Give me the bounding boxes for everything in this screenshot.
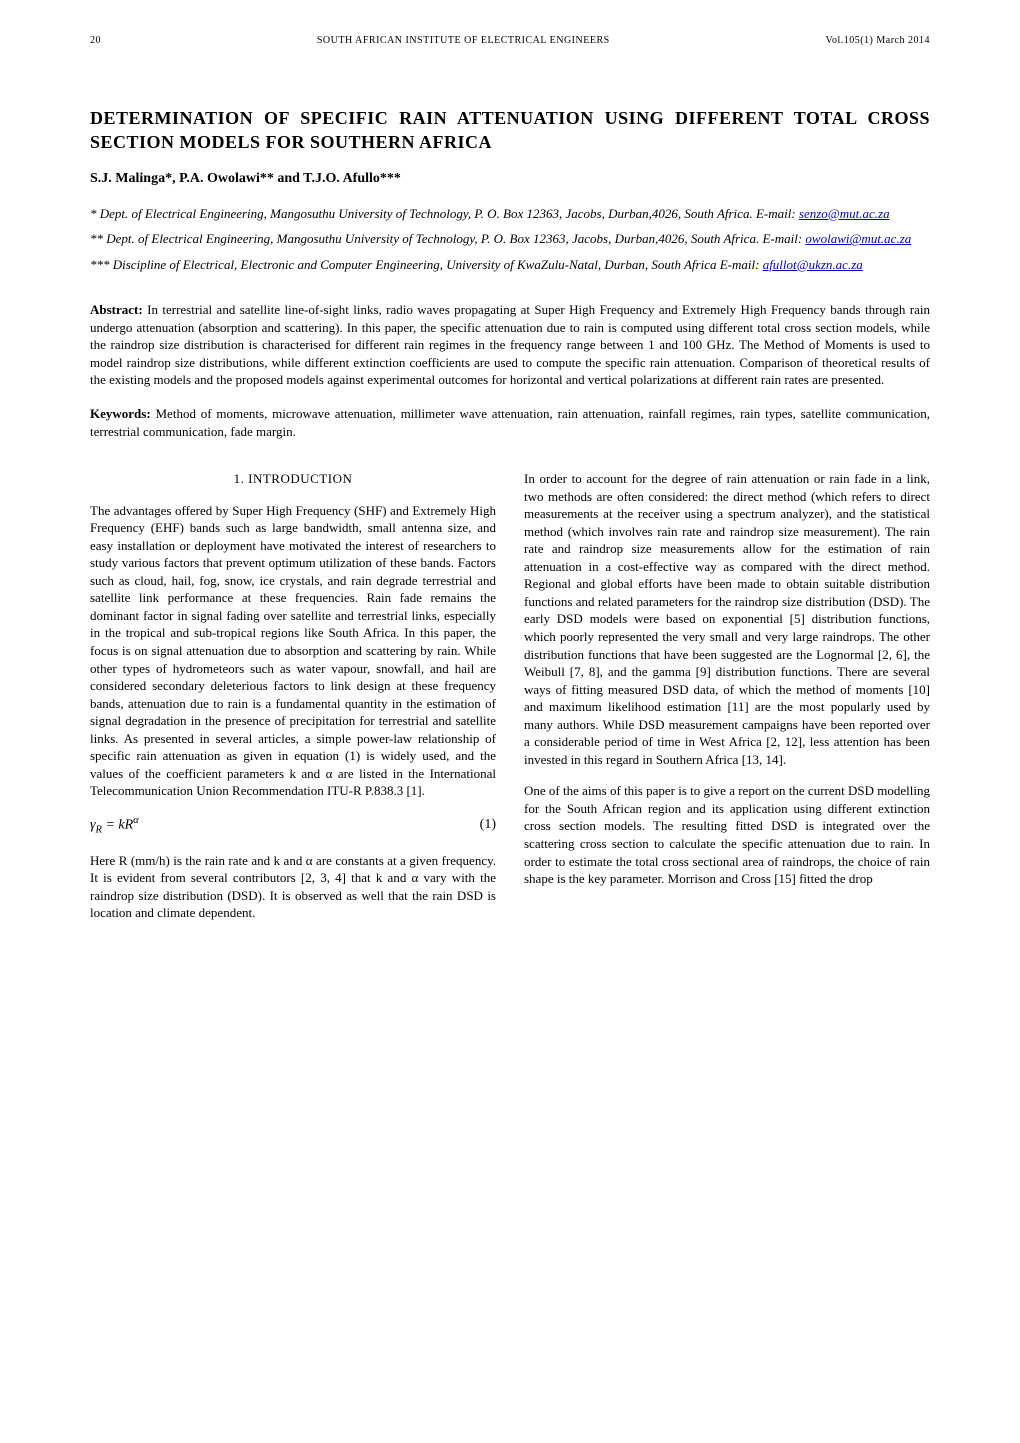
equation-number: (1) <box>480 816 496 835</box>
left-column: 1. INTRODUCTION The advantages offered b… <box>90 470 496 936</box>
aff-text: Dept. of Electrical Engineering, Mangosu… <box>100 206 799 221</box>
aff-mark: *** <box>90 257 110 272</box>
journal-name: SOUTH AFRICAN INSTITUTE OF ELECTRICAL EN… <box>101 35 826 46</box>
keywords-text: Method of moments, microwave attenuation… <box>90 406 930 439</box>
eq-sup: α <box>133 815 139 826</box>
aff-mark: ** <box>90 231 103 246</box>
affiliation-2: ** Dept. of Electrical Engineering, Mang… <box>90 230 930 248</box>
body-columns: 1. INTRODUCTION The advantages offered b… <box>90 470 930 936</box>
eq-rhs: = kR <box>102 818 133 833</box>
aff-text: Dept. of Electrical Engineering, Mangosu… <box>106 231 805 246</box>
intro-paragraph-2: Here R (mm/h) is the rain rate and k and… <box>90 852 496 922</box>
right-column: In order to account for the degree of ra… <box>524 470 930 936</box>
affiliation-3: *** Discipline of Electrical, Electronic… <box>90 256 930 274</box>
equation-expression: γR = kRα <box>90 814 139 838</box>
right-paragraph-2: One of the aims of this paper is to give… <box>524 782 930 887</box>
affiliation-1: * Dept. of Electrical Engineering, Mango… <box>90 205 930 223</box>
running-header: 20 SOUTH AFRICAN INSTITUTE OF ELECTRICAL… <box>90 35 930 46</box>
keywords-label: Keywords: <box>90 406 151 421</box>
equation-1: γR = kRα (1) <box>90 814 496 838</box>
paper-title: DETERMINATION OF SPECIFIC RAIN ATTENUATI… <box>90 106 930 155</box>
keywords: Keywords: Method of moments, microwave a… <box>90 405 930 440</box>
abstract-text: In terrestrial and satellite line-of-sig… <box>90 302 930 387</box>
page-number: 20 <box>90 35 101 46</box>
author-line: S.J. Malinga*, P.A. Owolawi** and T.J.O.… <box>90 171 930 187</box>
aff-text: Discipline of Electrical, Electronic and… <box>113 257 763 272</box>
aff-email-link[interactable]: afullot@ukzn.ac.za <box>763 257 863 272</box>
affiliations-block: * Dept. of Electrical Engineering, Mango… <box>90 205 930 274</box>
aff-email-link[interactable]: senzo@mut.ac.za <box>799 206 890 221</box>
right-paragraph-1: In order to account for the degree of ra… <box>524 470 930 768</box>
aff-mark: * <box>90 206 97 221</box>
section-heading-introduction: 1. INTRODUCTION <box>90 470 496 488</box>
intro-paragraph-1: The advantages offered by Super High Fre… <box>90 502 496 800</box>
issue-info: Vol.105(1) March 2014 <box>826 35 930 46</box>
abstract-label: Abstract: <box>90 302 143 317</box>
abstract: Abstract: In terrestrial and satellite l… <box>90 301 930 389</box>
aff-email-link[interactable]: owolawi@mut.ac.za <box>805 231 911 246</box>
